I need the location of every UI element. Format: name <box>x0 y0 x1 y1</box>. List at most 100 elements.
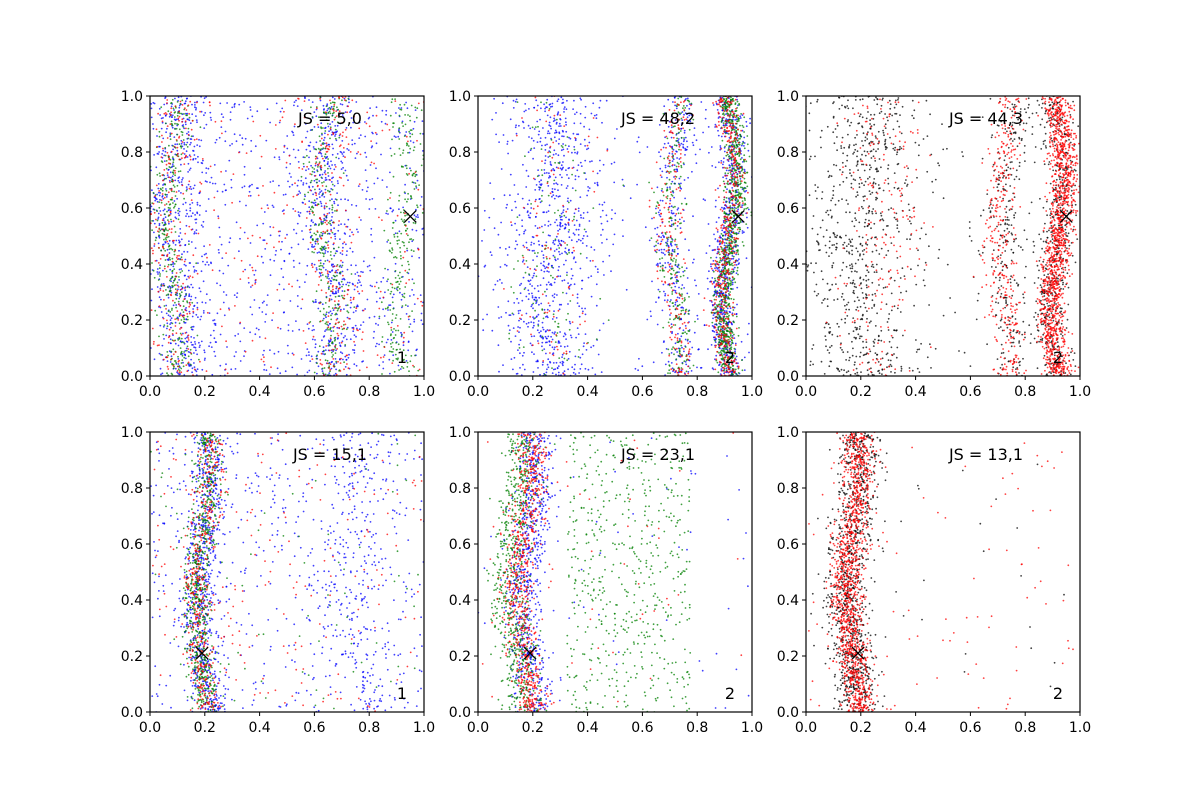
data-point <box>346 293 349 296</box>
data-point <box>162 283 165 285</box>
data-point <box>572 257 575 260</box>
data-point <box>532 316 534 319</box>
data-point <box>269 274 272 277</box>
data-point <box>420 109 423 112</box>
data-point <box>308 212 311 215</box>
data-point <box>175 191 178 193</box>
data-point <box>184 274 187 277</box>
data-point <box>521 120 524 123</box>
data-point <box>337 291 340 293</box>
data-point <box>722 124 725 127</box>
data-point <box>335 279 338 282</box>
data-point <box>664 266 667 269</box>
data-point <box>338 342 341 344</box>
data-point <box>707 126 710 128</box>
data-point <box>318 196 321 199</box>
data-point <box>334 307 336 310</box>
data-point <box>394 317 397 319</box>
data-point <box>398 114 401 117</box>
data-point <box>734 342 737 345</box>
data-point <box>333 221 335 224</box>
data-point <box>656 186 659 189</box>
data-point <box>368 125 371 128</box>
data-point <box>683 138 686 141</box>
data-point <box>660 189 663 192</box>
data-point <box>319 302 321 305</box>
data-point <box>176 255 179 257</box>
data-point <box>308 200 311 203</box>
data-point <box>173 200 176 202</box>
data-point <box>163 324 166 326</box>
data-point <box>355 264 357 267</box>
data-point <box>230 178 233 181</box>
data-point <box>181 258 183 261</box>
data-point <box>225 294 228 296</box>
data-point <box>314 188 316 191</box>
data-point <box>684 147 687 150</box>
data-point <box>185 364 188 366</box>
data-point <box>340 308 342 311</box>
data-point <box>544 136 547 139</box>
data-point <box>683 179 686 181</box>
data-point <box>573 283 576 286</box>
data-point <box>194 343 197 345</box>
data-point <box>582 235 585 237</box>
data-point <box>530 321 533 323</box>
data-point <box>577 133 580 136</box>
data-point <box>414 182 417 185</box>
data-point <box>426 172 428 174</box>
data-point <box>526 266 529 268</box>
data-point <box>313 328 315 331</box>
data-point <box>220 243 223 246</box>
data-point <box>553 197 556 200</box>
data-point <box>210 176 213 179</box>
data-point <box>310 201 313 204</box>
data-point <box>323 136 326 139</box>
data-point <box>182 305 185 308</box>
data-point <box>306 371 309 374</box>
data-point <box>238 250 240 253</box>
data-point <box>732 268 735 271</box>
data-point <box>201 162 204 165</box>
data-point <box>598 203 601 206</box>
data-point <box>599 216 602 218</box>
data-point <box>663 290 665 293</box>
data-point <box>677 207 680 210</box>
data-point <box>396 242 399 245</box>
data-point <box>135 230 137 232</box>
data-point <box>344 209 347 212</box>
data-point <box>676 225 679 227</box>
data-point <box>584 105 587 108</box>
data-point <box>576 296 579 299</box>
data-point <box>670 323 673 326</box>
data-point <box>729 307 732 310</box>
data-point <box>416 214 419 216</box>
data-point <box>183 263 186 266</box>
data-point <box>358 183 361 186</box>
data-point <box>209 116 212 119</box>
data-point <box>345 373 348 376</box>
data-point <box>549 247 552 250</box>
data-point <box>190 215 193 218</box>
data-point <box>165 234 168 237</box>
data-point <box>692 261 694 264</box>
data-point <box>322 222 324 225</box>
data-point <box>676 247 679 250</box>
data-point <box>359 153 362 156</box>
data-point <box>391 286 394 289</box>
data-point <box>341 290 344 292</box>
data-point <box>341 162 344 164</box>
data-point <box>562 335 565 338</box>
data-point <box>333 200 335 203</box>
data-point <box>410 169 412 172</box>
data-point <box>718 161 720 164</box>
data-point <box>523 320 525 323</box>
data-point <box>194 218 197 221</box>
data-point <box>558 125 560 127</box>
data-point <box>667 142 670 145</box>
data-point <box>400 211 402 214</box>
data-point <box>340 341 343 344</box>
data-point <box>666 240 669 243</box>
data-point <box>351 143 354 146</box>
data-point <box>331 112 334 115</box>
